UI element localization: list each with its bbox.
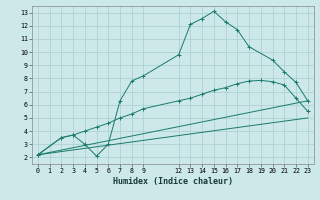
X-axis label: Humidex (Indice chaleur): Humidex (Indice chaleur) <box>113 177 233 186</box>
